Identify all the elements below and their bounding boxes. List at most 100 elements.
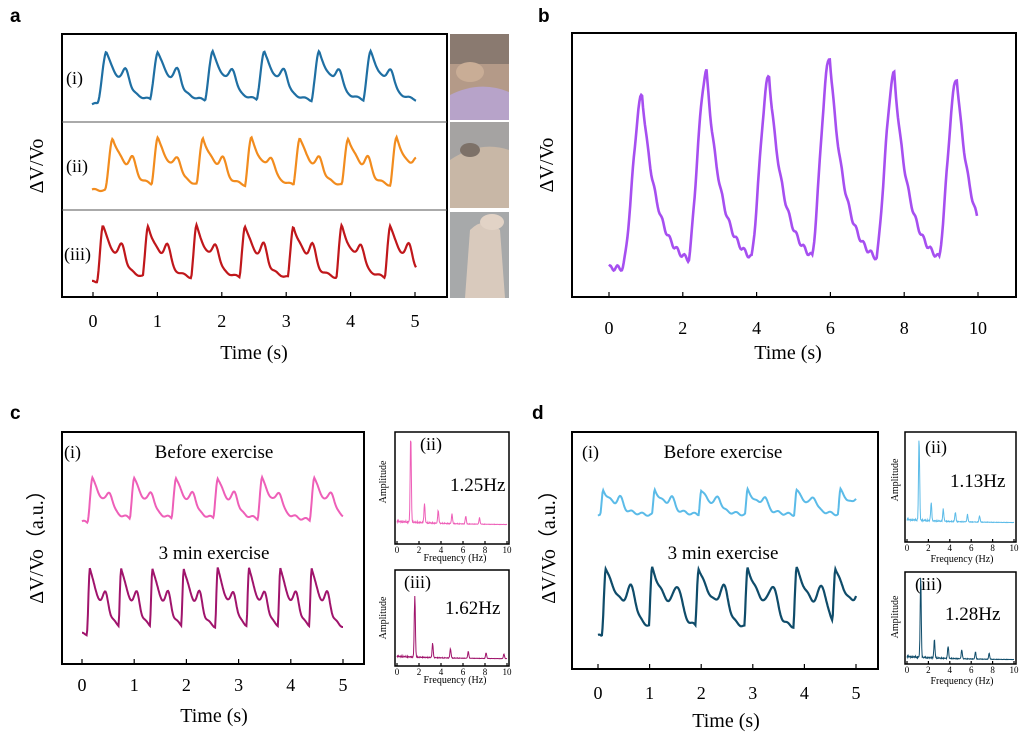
panel-b-ylabel: ΔV/Vo	[536, 138, 558, 193]
panel-d-inset-bottom-tag: (iii)	[915, 574, 942, 595]
xtick-label: 10	[1010, 665, 1020, 675]
panel-c-xlabel: Time (s)	[180, 705, 248, 727]
xtick-label: 0	[395, 545, 400, 555]
panel-c-inset-top-ylabel: Amplitude	[378, 460, 389, 503]
panel-c-frame	[61, 431, 365, 665]
panel-a-ylabel: ΔV/Vo	[26, 139, 48, 194]
panel-a-frame	[61, 33, 448, 298]
xtick-label: 2	[926, 665, 931, 675]
panel-b-waveform	[608, 58, 979, 273]
panel-a-xticks: 0 1 2 3 4 5	[89, 292, 420, 331]
xtick-label: 4	[948, 665, 953, 675]
panel-a-xlabel: Time (s)	[220, 342, 288, 364]
panel-c-after-text: 3 min exercise	[159, 543, 270, 564]
xtick-label: 1	[130, 675, 139, 695]
xtick-label: 1	[645, 683, 654, 703]
panel-c-spectrum-ii	[396, 440, 508, 526]
panel-d-inset-top-xticks: 0 2 4 6 8 10	[905, 539, 1019, 553]
xtick-label: 6	[826, 318, 835, 338]
xtick-label: 0	[905, 665, 910, 675]
panel-d-inset-top-ylabel: Amplitude	[890, 458, 901, 501]
xtick-label: 0	[395, 667, 400, 677]
panel-c-inset-top-tag: (ii)	[420, 434, 442, 455]
photo-neck	[450, 34, 509, 120]
panel-c-inset-top-xlabel: Frequency (Hz)	[423, 553, 486, 564]
xtick-label: 2	[217, 311, 226, 331]
xtick-label: 1	[153, 311, 162, 331]
xtick-label: 10	[1010, 543, 1020, 553]
panel-b-xlabel: Time (s)	[754, 342, 822, 364]
panel-c-label: c	[10, 403, 21, 424]
xtick-label: 0	[89, 311, 98, 331]
xtick-label: 0	[605, 318, 614, 338]
xtick-label: 5	[339, 675, 348, 695]
panel-b-xticks: 0 2 4 6 8 10	[605, 292, 987, 338]
xtick-label: 2	[417, 667, 422, 677]
panel-d-waveform-after	[597, 565, 858, 637]
panel-c-inset-bottom-xlabel: Frequency (Hz)	[423, 675, 486, 686]
xtick-label: 3	[282, 311, 291, 331]
xtick-label: 3	[748, 683, 757, 703]
xtick-label: 8	[900, 318, 909, 338]
panel-c-inset-bottom-hz: 1.62Hz	[445, 598, 500, 619]
panel-d-inset-bottom-ylabel: Amplitude	[890, 595, 901, 638]
panel-c-inset-top-xticks: 0 2 4 6 8 10	[395, 541, 512, 555]
xtick-label: 4	[752, 318, 761, 338]
panel-d-tag: (i)	[582, 442, 599, 463]
photo-arm	[450, 122, 509, 208]
panel-d: d ΔV/Vo（a.u.） (i) Before exercise 3 min …	[532, 403, 1019, 732]
panel-c-spectrum-iii	[396, 595, 508, 660]
xtick-label: 0	[78, 675, 87, 695]
xtick-label: 6	[969, 543, 974, 553]
panel-b-frame	[571, 32, 1017, 298]
panel-d-inset-bottom-xticks: 0 2 4 6 8 10	[905, 661, 1019, 675]
panel-c-xticks: 0 1 2 3 4 5	[78, 659, 348, 695]
panel-d-inset-top-xlabel: Frequency (Hz)	[930, 554, 993, 565]
panel-c-waveform-before	[81, 474, 344, 525]
panel-c-inset-bottom-xticks: 0 2 4 6 8 10	[395, 663, 512, 677]
panel-d-before-text: Before exercise	[664, 442, 783, 463]
panel-d-waveform-before	[597, 485, 857, 518]
panel-d-inset-top-frame	[904, 431, 1017, 543]
panel-a-waveform-i	[91, 48, 417, 106]
panel-a-row-3-tag: (iii)	[64, 244, 91, 265]
panel-d-xlabel: Time (s)	[692, 710, 760, 732]
panel-c-before-text: Before exercise	[155, 442, 274, 463]
photo-wrist	[450, 212, 509, 298]
xtick-label: 4	[800, 683, 809, 703]
panel-a-waveform-ii	[91, 134, 417, 193]
xtick-label: 0	[594, 683, 603, 703]
panel-d-xticks: 0 1 2 3 4 5	[594, 664, 861, 703]
panel-d-spectrum-iii	[906, 577, 1015, 661]
panel-b: b ΔV/Vo 0 2 4 6 8 10 Time (s)	[536, 6, 1017, 364]
xtick-label: 8	[483, 667, 488, 677]
xtick-label: 8	[990, 543, 995, 553]
panel-c-inset-top-hz: 1.25Hz	[450, 475, 505, 496]
panel-c: c ΔV/Vo（a.u.） (i) Before exercise 3 min …	[10, 403, 512, 727]
panel-a: a ΔV/Vo (i) (ii) (iii) 0 1 2 3 4 5 Time (s)	[10, 6, 509, 364]
panel-d-inset-bottom-hz: 1.28Hz	[945, 604, 1000, 625]
panel-d-inset-top-tag: (ii)	[925, 437, 947, 458]
xtick-label: 2	[926, 543, 931, 553]
panel-a-label: a	[10, 6, 21, 27]
panel-d-inset-bottom-xlabel: Frequency (Hz)	[930, 676, 993, 687]
xtick-label: 6	[969, 665, 974, 675]
panel-d-inset-bottom-frame	[904, 571, 1017, 665]
xtick-label: 0	[905, 543, 910, 553]
xtick-label: 3	[234, 675, 243, 695]
xtick-label: 2	[678, 318, 687, 338]
panel-d-frame	[571, 431, 879, 670]
xtick-label: 4	[346, 311, 355, 331]
xtick-label: 4	[286, 675, 295, 695]
panel-d-label: d	[532, 403, 544, 424]
xtick-label: 10	[503, 667, 513, 677]
panel-c-inset-bottom-frame	[394, 569, 510, 667]
xtick-label: 10	[969, 318, 987, 338]
panel-a-row-2-tag: (ii)	[66, 156, 88, 177]
panel-c-inset-bottom-tag: (iii)	[404, 572, 431, 593]
xtick-label: 8	[483, 545, 488, 555]
panel-c-inset-top-frame	[394, 431, 510, 545]
xtick-label: 4	[439, 667, 444, 677]
xtick-label: 4	[948, 543, 953, 553]
